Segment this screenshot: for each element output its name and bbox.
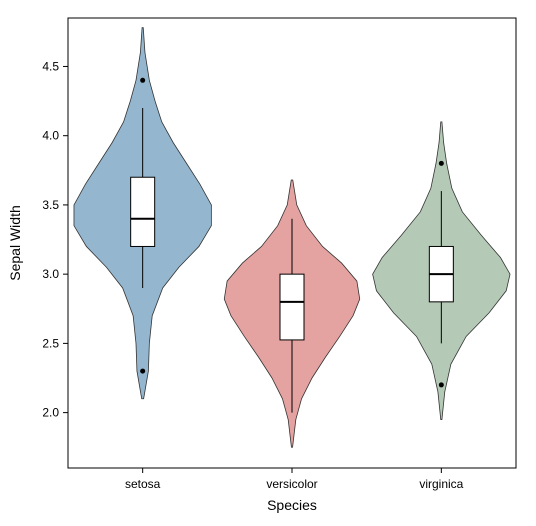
box-setosa <box>131 177 155 246</box>
y-tick-label: 3.5 <box>42 198 59 212</box>
y-tick-label: 3.0 <box>42 267 59 281</box>
outlier-virginica <box>439 382 444 387</box>
y-axis-label: Sepal Width <box>7 205 23 280</box>
y-tick-label: 2.5 <box>42 336 59 350</box>
y-tick-label: 4.5 <box>42 59 59 73</box>
x-tick-label: setosa <box>125 477 161 491</box>
x-tick-label: virginica <box>419 477 463 491</box>
box-versicolor <box>280 274 304 340</box>
x-axis-label: Species <box>267 497 317 513</box>
outlier-setosa <box>140 369 145 374</box>
y-tick-label: 2.0 <box>42 406 59 420</box>
outlier-virginica <box>439 161 444 166</box>
y-tick-label: 4.0 <box>42 129 59 143</box>
outlier-setosa <box>140 78 145 83</box>
chart-svg: 2.0 2.5 3.0 3.5 4.0 4.5 Sepal Width setosa versi… <box>0 0 536 526</box>
violin-chart: 2.0 2.5 3.0 3.5 4.0 4.5 Sepal Width setosa versi… <box>0 0 536 526</box>
x-tick-label: versicolor <box>266 477 317 491</box>
